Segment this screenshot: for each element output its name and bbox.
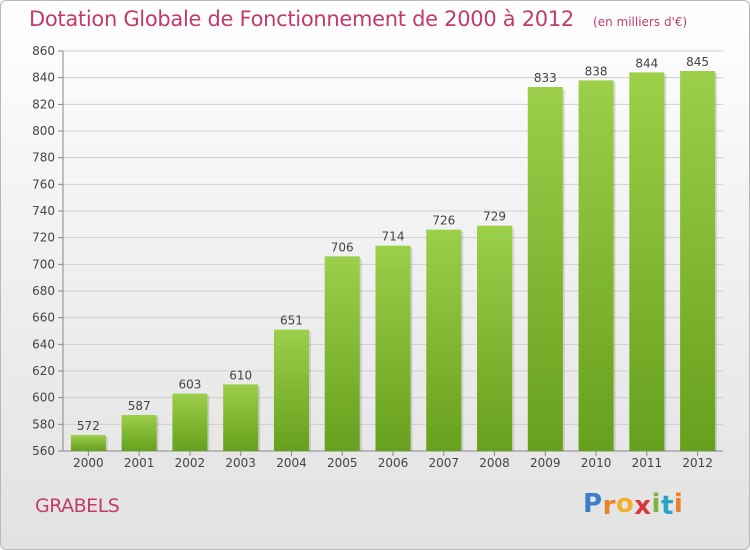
data-label: 587: [128, 399, 151, 413]
x-tick-label: 2002: [175, 456, 206, 470]
y-tick-label: 640: [32, 337, 55, 351]
x-tick-label: 2011: [632, 456, 663, 470]
x-tick-label: 2000: [73, 456, 104, 470]
y-tick-label: 740: [32, 204, 55, 218]
x-tick-label: 2007: [428, 456, 459, 470]
x-tick-label: 2006: [378, 456, 409, 470]
chart-title: Dotation Globale de Fonctionnement de 20…: [29, 7, 574, 31]
x-tick-label: 2003: [225, 456, 256, 470]
x-tick-label: 2012: [682, 456, 713, 470]
logo-letter: x: [634, 491, 652, 521]
bar: [70, 435, 106, 451]
bar: [629, 72, 665, 451]
x-tick-label: 2009: [530, 456, 561, 470]
x-tick-label: 2005: [327, 456, 358, 470]
y-tick-label: 680: [32, 284, 55, 298]
data-label: 844: [635, 56, 658, 70]
data-label: 706: [331, 240, 354, 254]
data-label: 651: [280, 314, 303, 328]
y-tick-label: 780: [32, 151, 55, 165]
bar: [324, 256, 360, 451]
bar: [375, 245, 411, 451]
data-label: 833: [534, 71, 557, 85]
logo-letter: P: [583, 489, 603, 519]
bar: [477, 225, 513, 451]
bar: [273, 329, 309, 451]
bar: [578, 80, 614, 451]
x-tick-label: 2001: [124, 456, 155, 470]
logo-letter: r: [602, 491, 616, 521]
y-tick-label: 840: [32, 71, 55, 85]
data-label: 845: [686, 55, 709, 69]
bar: [680, 71, 716, 451]
y-tick-label: 860: [32, 44, 55, 58]
label-layer: 572 587 603 610 651 706 714 726 729 833 838 844 845: [77, 55, 709, 433]
y-tick-label: 820: [32, 97, 55, 111]
logo-letter: t: [660, 491, 674, 521]
x-tick-label: 2004: [276, 456, 307, 470]
y-tick-label: 620: [32, 364, 55, 378]
bar-layer: [70, 71, 718, 451]
y-tick-label: 760: [32, 177, 55, 191]
y-tick-label: 560: [32, 444, 55, 458]
logo-letter: o: [615, 489, 635, 519]
commune-name: GRABELS: [35, 495, 120, 517]
proxiti-logo[interactable]: Proxiti: [583, 489, 684, 521]
bar: [172, 393, 208, 451]
y-tick-label: 720: [32, 231, 55, 245]
y-tick-label: 700: [32, 257, 55, 271]
logo-letter: i: [673, 489, 684, 519]
data-label: 714: [382, 230, 405, 244]
bar: [527, 87, 563, 451]
data-label: 838: [585, 64, 608, 78]
title-row: Dotation Globale de Fonctionnement de 20…: [29, 7, 687, 31]
bar: [223, 384, 259, 451]
data-label: 726: [432, 214, 455, 228]
y-tick-label: 600: [32, 391, 55, 405]
data-label: 729: [483, 210, 506, 224]
y-tick-label: 580: [32, 417, 55, 431]
y-tick-label: 660: [32, 311, 55, 325]
chart-unit: (en milliers d'€): [593, 15, 688, 29]
data-label: 603: [178, 378, 201, 392]
bar: [426, 229, 462, 451]
y-tick-label: 800: [32, 124, 55, 138]
x-tick-label: 2010: [581, 456, 612, 470]
data-label: 610: [229, 368, 252, 382]
data-label: 572: [77, 419, 100, 433]
bar: [121, 415, 157, 451]
x-tick-label: 2008: [479, 456, 510, 470]
axis-layer: 560 580 600 620 640 660 680 700 720 740 760 780 800 8…: [32, 44, 723, 470]
logo-letter: i: [651, 489, 661, 519]
